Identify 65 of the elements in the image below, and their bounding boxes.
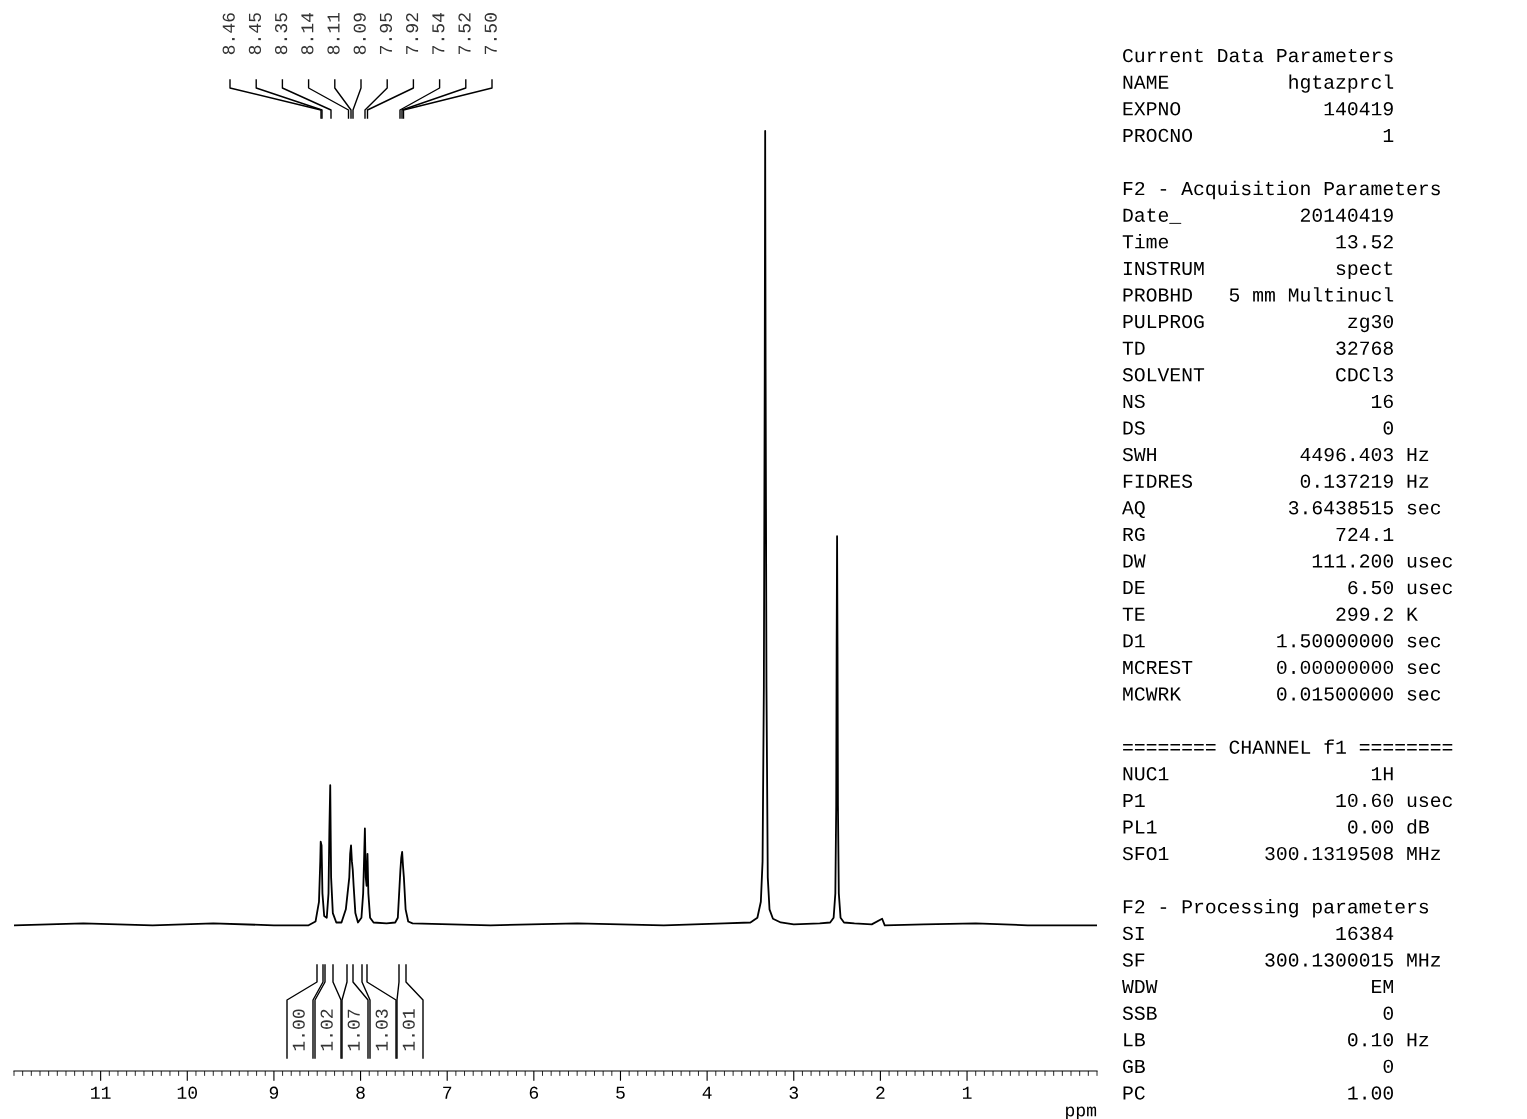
text: PC 1.00 xyxy=(1123,1086,1393,1100)
text: Current Data Parameters xyxy=(1123,48,1393,63)
text: EXPNO 140419 xyxy=(1123,102,1393,116)
text: TD 32768 xyxy=(1122,341,1393,355)
text: D1 1.50000000 sec xyxy=(1123,634,1441,648)
text: ======== CHANNEL f1 ======== xyxy=(1123,739,1453,754)
text: 8.46 xyxy=(222,13,235,55)
text: PULPROG zg30 xyxy=(1123,314,1393,333)
text: PROBHD 5 mm Multinucl xyxy=(1123,287,1394,302)
text: SSB 0 xyxy=(1122,1006,1393,1020)
text: SOLVENT CDCl3 xyxy=(1122,367,1393,382)
text: 7.92 xyxy=(405,13,419,54)
text: SWH 4496.403 Hz xyxy=(1122,447,1429,462)
text: DE 6.50 usec xyxy=(1123,580,1452,595)
x-tick-label: 1 xyxy=(962,1086,972,1099)
text: PL1 0.00 dB xyxy=(1123,819,1429,834)
annotation: 1.00 xyxy=(292,1009,305,1051)
text: F2 - Processing parameters xyxy=(1123,899,1429,918)
text: SI 16384 xyxy=(1122,926,1394,941)
text: P1 10.60 usec xyxy=(1123,793,1452,808)
text: 8.35 xyxy=(274,13,288,55)
x-tick-label: 10 xyxy=(177,1086,197,1099)
text: TE 299.2 K xyxy=(1122,607,1418,621)
text: NS 16 xyxy=(1123,394,1393,409)
text: 8.14 xyxy=(301,12,314,55)
text: NAME hgtazprcl xyxy=(1123,74,1394,93)
text: NUC1 1H xyxy=(1123,767,1393,781)
text: 8.45 xyxy=(248,13,262,55)
x-tick-label: 4 xyxy=(702,1086,712,1099)
text: 7.50 xyxy=(484,13,497,54)
text: RG 724.1 xyxy=(1123,527,1394,542)
text: DS 0 xyxy=(1123,421,1393,435)
text: 8.11 xyxy=(327,12,340,55)
text: MCWRK 0.01500000 sec xyxy=(1123,687,1441,701)
text: AQ 3.6438515 sec xyxy=(1122,501,1441,519)
text: GB 0 xyxy=(1123,1059,1393,1074)
text: 8.09 xyxy=(353,13,366,55)
x-axis-title: ppm xyxy=(1066,1106,1097,1119)
text: SFO1 300.1319508 MHz xyxy=(1122,846,1440,861)
text: WDW EM xyxy=(1122,980,1393,994)
x-tick-label: 5 xyxy=(616,1086,625,1099)
annotation: 1.02 xyxy=(320,1009,333,1051)
text: PROCNO 1 xyxy=(1123,128,1394,143)
text: F2 - Acquisition Parameters xyxy=(1123,180,1440,200)
text: DW 111.200 usec xyxy=(1123,554,1452,568)
text: 7.52 xyxy=(458,13,471,54)
x-tick-label: 2 xyxy=(876,1086,885,1099)
text: FIDRES 0.137219 Hz xyxy=(1123,474,1429,488)
text: Time 13.52 xyxy=(1122,234,1393,249)
x-tick-label: 7 xyxy=(443,1086,452,1099)
annotation: 1.03 xyxy=(375,1009,388,1051)
text: INSTRUM spect xyxy=(1123,261,1393,279)
annotation: 1.07 xyxy=(347,1009,360,1051)
x-tick-label: 11 xyxy=(91,1086,111,1099)
x-tick-label: 8 xyxy=(356,1086,365,1099)
text: LB 0.10 Hz xyxy=(1124,1033,1429,1047)
text: 7.95 xyxy=(379,13,393,54)
text: Date_ 20140419 xyxy=(1123,208,1393,224)
text: SF 300.1300015 MHz xyxy=(1122,953,1440,967)
annotation: 1.01 xyxy=(402,1009,415,1051)
text: 7.54 xyxy=(432,12,445,54)
text: MCREST 0.00000000 sec xyxy=(1123,660,1441,675)
x-tick-label: 9 xyxy=(269,1086,279,1099)
x-tick-label: 6 xyxy=(529,1086,539,1099)
x-tick-label: 3 xyxy=(789,1086,799,1099)
